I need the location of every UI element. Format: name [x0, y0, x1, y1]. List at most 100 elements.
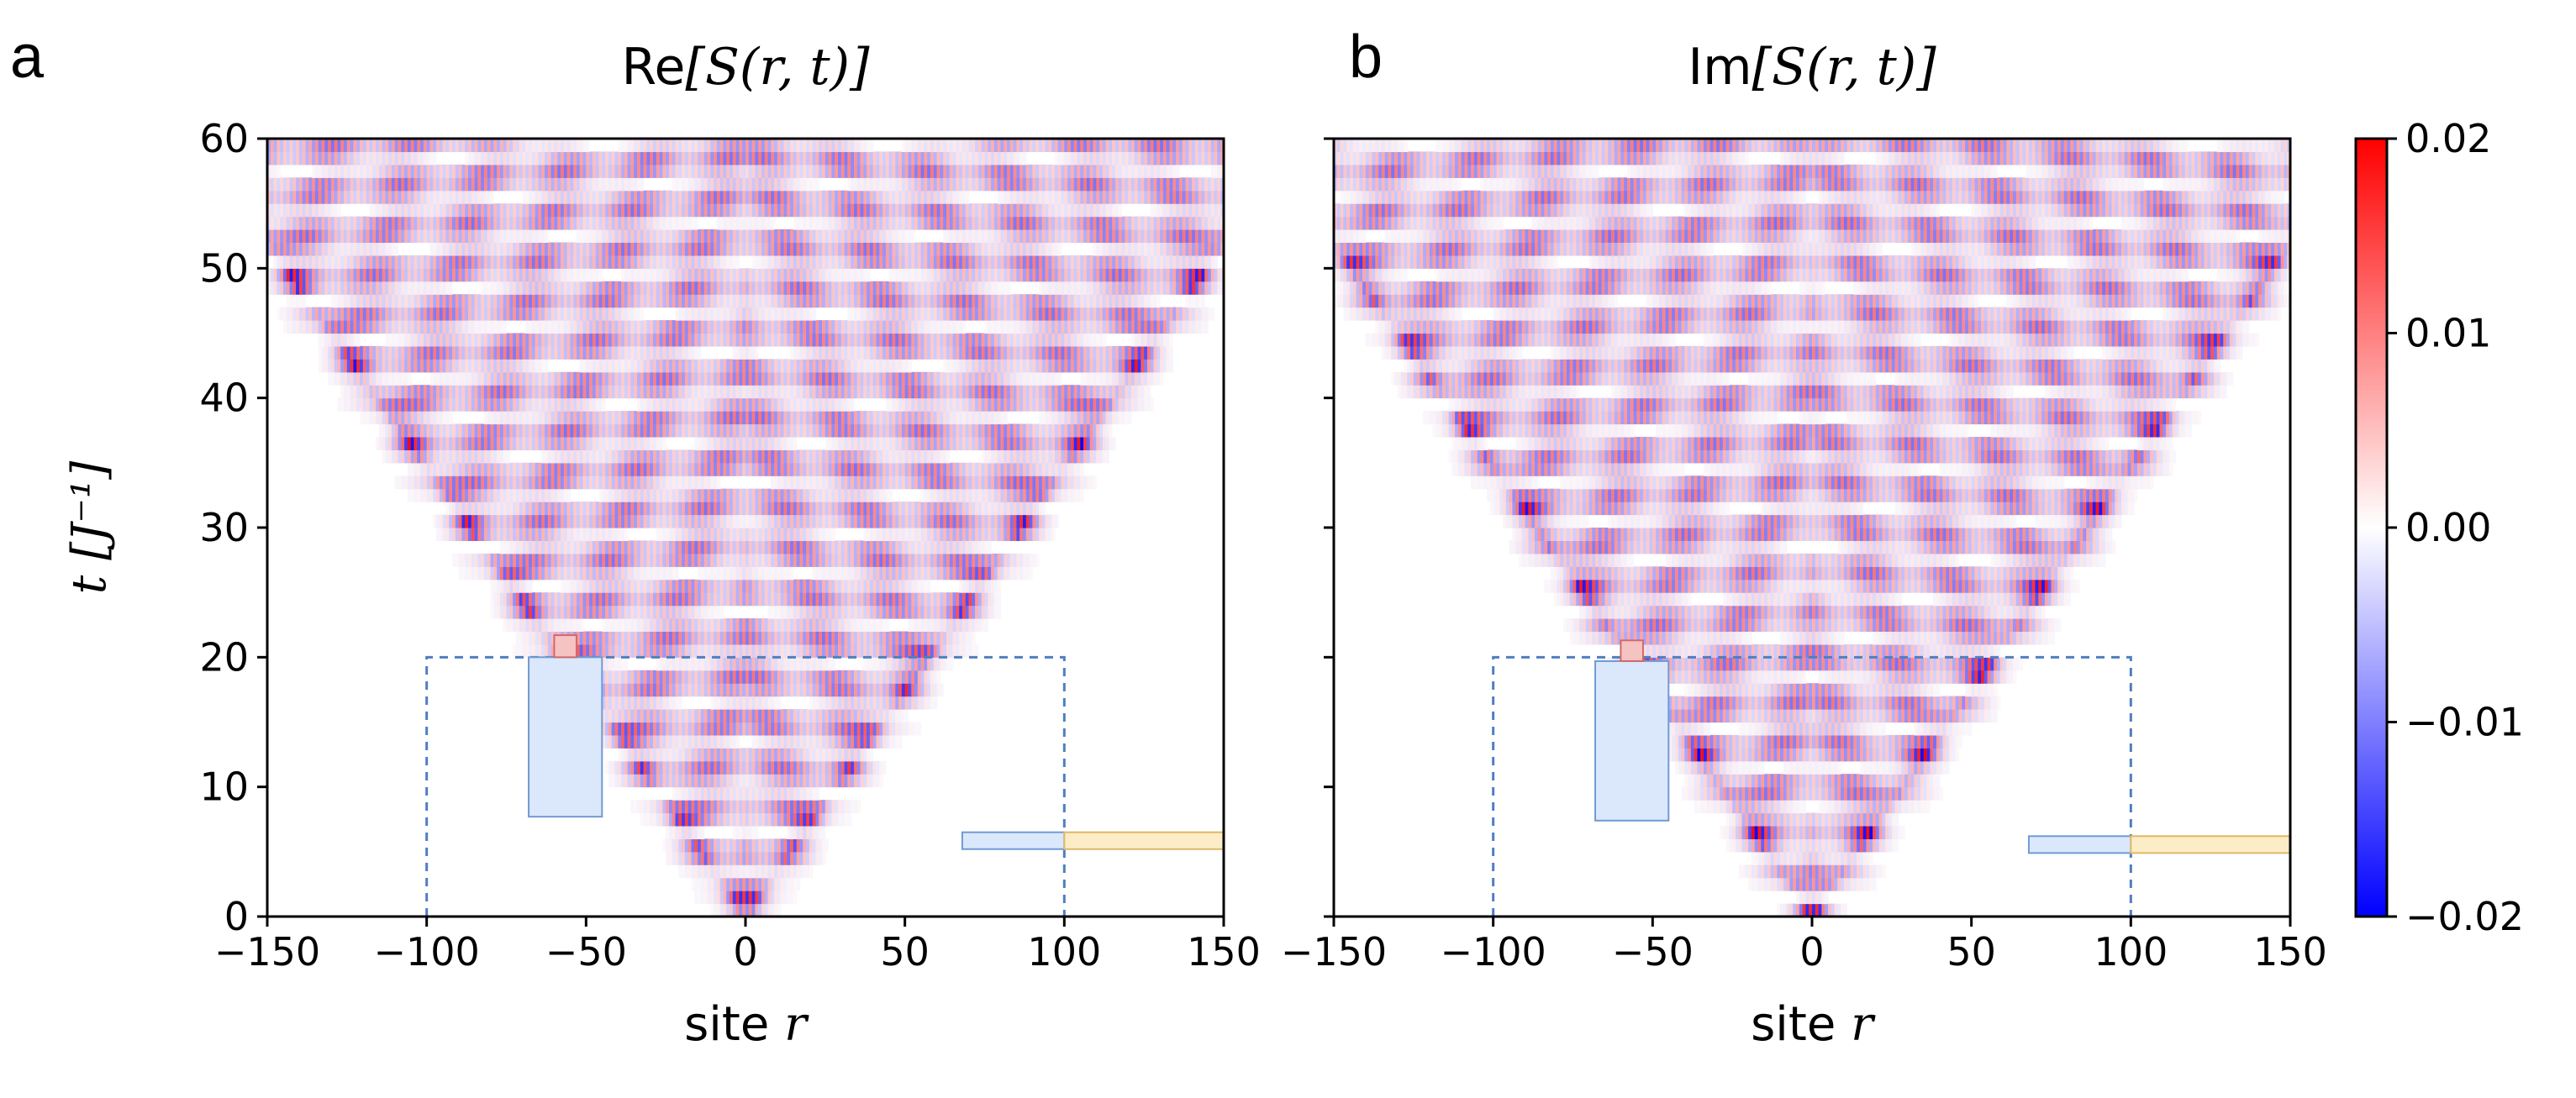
heatmap-cell: [920, 657, 925, 671]
heatmap-cell: [860, 760, 864, 775]
heatmap-cell: [972, 592, 976, 607]
heatmap-cell: [675, 423, 679, 438]
heatmap-cell: [519, 644, 524, 658]
heatmap-cell: [876, 709, 880, 723]
heatmap-cell: [831, 760, 835, 775]
heatmap-cell: [946, 437, 951, 450]
heatmap-cell: [637, 579, 641, 593]
heatmap-cell: [669, 696, 673, 710]
heatmap-cell: [771, 475, 775, 490]
heatmap-cell: [777, 540, 782, 554]
heatmap-cell: [901, 423, 906, 438]
heatmap-cell: [895, 722, 899, 736]
heatmap-cell: [497, 462, 501, 476]
heatmap-cell: [643, 514, 647, 528]
heatmap-cell: [656, 592, 661, 607]
heatmap-cell: [669, 566, 673, 581]
heatmap-cell: [993, 605, 998, 619]
heatmap-cell: [605, 722, 609, 736]
heatmap-cell: [847, 618, 851, 632]
heatmap-cell: [595, 566, 600, 581]
heatmap-cell: [566, 566, 571, 581]
heatmap-cell: [860, 670, 864, 684]
heatmap-cell: [961, 462, 967, 476]
heatmap-cell: [515, 462, 520, 476]
heatmap-cell: [474, 475, 478, 490]
heatmap-cell: [589, 462, 593, 476]
heatmap-cell: [643, 449, 647, 464]
heatmap-cell: [726, 437, 730, 450]
heatmap-cell: [742, 864, 746, 879]
heatmap-cell: [589, 475, 593, 490]
heatmap-cell: [828, 631, 832, 645]
heatmap-cell: [780, 877, 785, 891]
heatmap-cell: [751, 670, 756, 684]
heatmap-cell: [956, 644, 960, 658]
heatmap-cell: [545, 437, 549, 450]
heatmap-cell: [888, 722, 893, 736]
heatmap-cell: [710, 760, 714, 775]
heatmap-cell: [803, 683, 807, 697]
heatmap-cell: [742, 812, 746, 827]
heatmap-cell: [707, 657, 711, 671]
heatmap-cell: [847, 800, 851, 814]
heatmap-cell: [828, 774, 832, 788]
heatmap-cell: [509, 411, 514, 425]
heatmap-cell: [388, 437, 392, 450]
heatmap-cell: [764, 722, 769, 736]
heatmap-cell: [984, 566, 988, 581]
heatmap-cell: [637, 488, 641, 502]
heatmap-cell: [535, 528, 539, 541]
heatmap-cell: [678, 528, 682, 541]
heatmap-cell: [803, 774, 807, 788]
heatmap-cell: [924, 488, 928, 502]
heatmap-cell: [653, 462, 657, 476]
heatmap-cell: [863, 760, 867, 775]
heatmap-cell: [608, 437, 613, 450]
heatmap-cell: [455, 475, 460, 490]
heatmap-cell: [382, 423, 386, 438]
heatmap-cell: [471, 475, 476, 490]
heatmap-cell: [787, 826, 791, 839]
heatmap-cell: [790, 553, 794, 567]
heatmap-cell: [851, 437, 855, 450]
heatmap-cell: [684, 838, 689, 853]
heatmap-cell: [828, 553, 832, 567]
heatmap-cell: [621, 670, 625, 684]
heatmap-cell: [634, 540, 638, 554]
heatmap-cell: [940, 475, 944, 490]
heatmap-cell: [838, 502, 842, 516]
heatmap-cell: [787, 851, 791, 865]
heatmap-cell: [840, 800, 845, 814]
heatmap-cell: [1004, 566, 1008, 581]
heatmap-cell: [993, 423, 998, 438]
heatmap-cell: [589, 644, 593, 658]
heatmap-cell: [968, 618, 972, 632]
heatmap-cell: [598, 566, 603, 581]
heatmap-cell: [579, 592, 584, 607]
heatmap-cell: [824, 488, 830, 502]
heatmap-cell: [698, 462, 702, 476]
heatmap-cell: [920, 605, 925, 619]
heatmap-cell: [650, 514, 654, 528]
heatmap-cell: [417, 449, 421, 464]
heatmap-cell: [618, 528, 622, 541]
heatmap-cell: [815, 838, 819, 853]
heatmap-cell: [595, 528, 600, 541]
heatmap-cell: [819, 449, 823, 464]
heatmap-cell: [493, 423, 498, 438]
heatmap-cell: [710, 774, 714, 788]
heatmap-cell: [529, 397, 533, 412]
heatmap-cell: [991, 462, 995, 476]
heatmap-cell: [735, 774, 740, 788]
heatmap-cell: [822, 722, 826, 736]
heatmap-cell: [666, 502, 670, 516]
heatmap-cell: [662, 760, 666, 775]
heatmap-cell: [949, 437, 954, 450]
heatmap-cell: [669, 670, 673, 684]
heatmap-cell: [879, 734, 883, 749]
heatmap-cell: [882, 528, 887, 541]
heatmap-cell: [687, 851, 693, 865]
heatmap-cell: [608, 528, 613, 541]
heatmap-cell: [650, 618, 654, 632]
